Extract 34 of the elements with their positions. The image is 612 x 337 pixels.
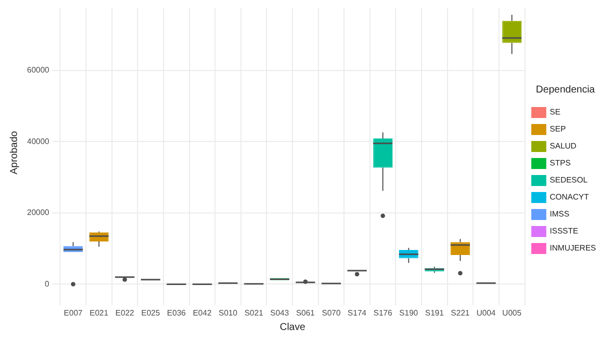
x-tick-label: E042 xyxy=(192,308,212,318)
x-axis-title: Clave xyxy=(280,322,306,333)
x-tick-label: S070 xyxy=(322,308,342,318)
x-tick-label: S221 xyxy=(450,308,470,318)
x-tick-label: E025 xyxy=(141,308,160,318)
legend-label: IMSS xyxy=(550,210,570,219)
x-tick-label: E021 xyxy=(90,308,109,318)
legend-label: INMUJERES xyxy=(550,244,596,253)
x-tick-label: E007 xyxy=(64,308,84,318)
x-tick-label: E036 xyxy=(167,308,186,318)
x-tick-label: U005 xyxy=(502,308,522,318)
x-tick-label: E022 xyxy=(115,308,135,318)
legend-label: SALUD xyxy=(550,142,577,151)
x-tick-label: U004 xyxy=(476,308,496,318)
y-tick-label: 40000 xyxy=(26,136,50,146)
x-tick-label: S191 xyxy=(425,308,444,318)
x-tick-label: S174 xyxy=(348,308,367,318)
x-tick-label: S061 xyxy=(296,308,316,318)
legend-label: CONACYT xyxy=(550,192,589,202)
legend-title: Dependencia xyxy=(536,84,596,96)
y-tick-label: 60000 xyxy=(26,66,50,75)
legend-label: SEP xyxy=(550,124,566,134)
legend-label: STPS xyxy=(550,158,571,168)
x-tick-label: S176 xyxy=(373,308,393,318)
legend-label: SE xyxy=(550,108,560,117)
legend-label: SEDESOL xyxy=(550,176,588,185)
y-axis-title: Aprobado xyxy=(8,130,20,174)
legend-label: ISSSTE xyxy=(550,226,578,236)
x-tick-label: S010 xyxy=(218,308,238,318)
y-tick-label: 0 xyxy=(44,279,50,288)
x-tick-label: S190 xyxy=(399,308,419,318)
y-tick-label: 20000 xyxy=(26,208,50,218)
x-tick-label: S043 xyxy=(270,308,290,318)
x-tick-label: S021 xyxy=(244,308,264,318)
